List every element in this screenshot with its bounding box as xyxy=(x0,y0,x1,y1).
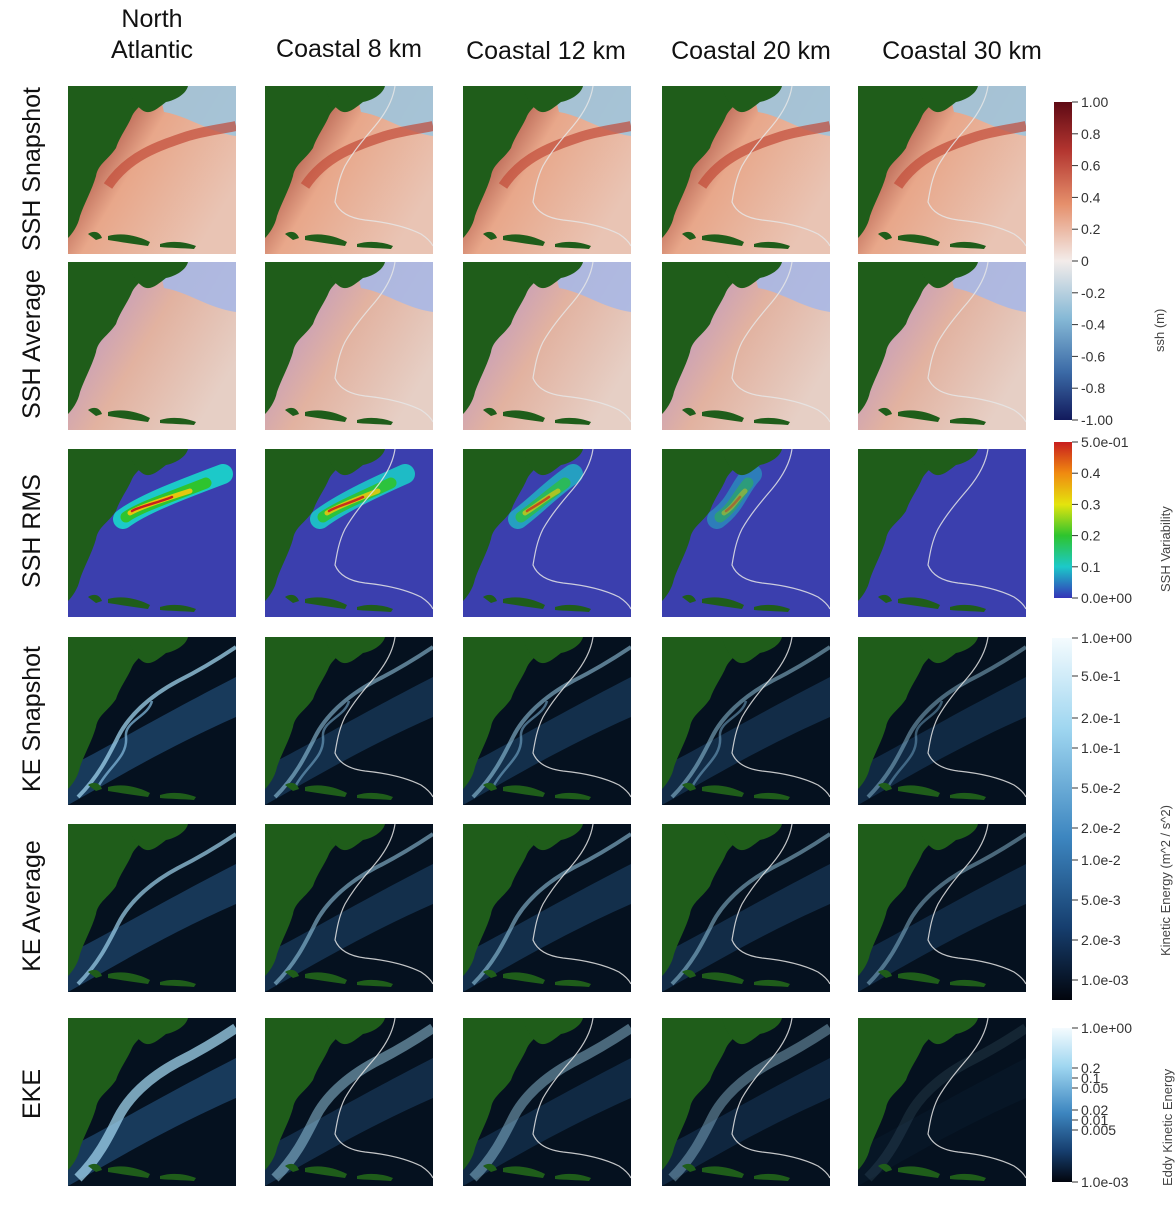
colorbar-eke-tick-label: 1.0e-03 xyxy=(1081,1174,1129,1188)
panel-ke-average-north-atlantic xyxy=(68,824,236,992)
colorbar-ssh-rms: 5.0e-01 0.4 0.3 0.2 0.1 0.0e+00 SSH Variabili… xyxy=(1054,434,1173,606)
colorbar-rms-ramp xyxy=(1054,442,1072,598)
panel-eke-coastal-20km xyxy=(662,1018,830,1186)
panel-ke-average-coastal-30km xyxy=(858,824,1026,992)
row-header-eke: EKE xyxy=(18,1068,46,1120)
colorbar-rms-tick-label: 0.0e+00 xyxy=(1081,590,1132,606)
colorbar-ssh-tick-label: 0 xyxy=(1081,253,1089,269)
colorbar-ke-tick-label: 1.0e+00 xyxy=(1081,630,1132,646)
colorbar-ssh-tick-label: 0.6 xyxy=(1081,158,1101,174)
panel-eke-coastal-30km xyxy=(858,1018,1026,1186)
panel-ke-average-coastal-20km xyxy=(662,824,830,992)
panel-ssh-average-north-atlantic xyxy=(68,262,236,430)
panel-ssh-average-coastal-20km xyxy=(662,262,830,430)
column-header-coastal-30km: Coastal 30 km xyxy=(882,37,1042,65)
colorbar-ke-tick-label: 1.0e-03 xyxy=(1081,972,1129,988)
colorbar-rms-tick-label: 0.2 xyxy=(1081,528,1101,544)
column-header-line-1: North xyxy=(121,5,183,33)
column-header-line-2: Atlantic xyxy=(111,36,193,64)
panel-ssh-snapshot-coastal-20km xyxy=(662,86,830,254)
colorbar-ke-tick-label: 1.0e-1 xyxy=(1081,740,1121,756)
colorbar-eke-tick-label: 0.1 xyxy=(1081,1070,1101,1086)
colorbar-ssh-title: ssh (m) xyxy=(1152,309,1167,352)
panel-ssh-average-coastal-8km xyxy=(265,262,433,430)
panel-ke-snapshot-coastal-30km xyxy=(858,637,1026,805)
column-header-coastal-8km: Coastal 8 km xyxy=(276,35,422,63)
colorbar-eke-tick-label: 0.2 xyxy=(1081,1060,1101,1076)
colorbar-ke-title: Kinetic Energy (m^2 / s^2) xyxy=(1158,805,1173,956)
colorbar-ssh-tick-label: -0.8 xyxy=(1081,380,1105,396)
panel-ke-snapshot-north-atlantic xyxy=(68,637,236,805)
colorbar-ke: 1.0e+00 5.0e-1 2.0e-1 1.0e-1 5.0e-2 2.0e-2 1.0… xyxy=(1052,630,1173,1000)
colorbar-ssh-tick-label: -1.00 xyxy=(1081,412,1113,428)
colorbar-eke-tick-label: 0.005 xyxy=(1081,1122,1116,1138)
colorbar-ke-tick-label: 5.0e-1 xyxy=(1081,668,1121,684)
panel-eke-coastal-12km xyxy=(463,1018,631,1186)
panel-ssh-average-coastal-12km xyxy=(463,262,631,430)
colorbar-rms-tick-label: 0.4 xyxy=(1081,465,1101,481)
colorbar-eke-ramp xyxy=(1052,1028,1072,1182)
colorbar-eke-tick-label: 1.0e+00 xyxy=(1081,1020,1132,1036)
colorbar-eke-tick-label: 0.01 xyxy=(1081,1112,1108,1128)
colorbar-ssh-tick-label: 0.8 xyxy=(1081,126,1101,142)
column-header-coastal-12km: Coastal 12 km xyxy=(466,37,626,65)
colorbar-rms-title: SSH Variability xyxy=(1158,506,1173,592)
column-header-coastal-20km: Coastal 20 km xyxy=(671,37,831,65)
colorbar-ssh-tick-label: -0.6 xyxy=(1081,348,1105,364)
column-header-north-atlantic: North Atlantic xyxy=(47,4,257,66)
panel-ssh-snapshot-coastal-12km xyxy=(463,86,631,254)
colorbar-ke-tick-label: 5.0e-3 xyxy=(1081,892,1121,908)
colorbar-rms-tick-label: 0.1 xyxy=(1081,559,1101,575)
panel-ke-average-coastal-12km xyxy=(463,824,631,992)
panel-ssh-average-coastal-30km xyxy=(858,262,1026,430)
panel-ke-snapshot-coastal-12km xyxy=(463,637,631,805)
colorbar-eke: 1.0e+00 0.20.10.05 0.020.010.005 1.0e-03 Ed… xyxy=(1052,1020,1175,1188)
colorbar-ke-tick-label: 2.0e-1 xyxy=(1081,710,1121,726)
colorbar-eke-tick-label: 0.02 xyxy=(1081,1102,1108,1118)
colorbar-eke-tick-label: 0.05 xyxy=(1081,1080,1108,1096)
colorbar-ssh-tick-label: 0.2 xyxy=(1081,221,1101,237)
panel-ssh-snapshot-coastal-30km xyxy=(858,86,1026,254)
colorbar-ssh-tick-label: 0.4 xyxy=(1081,189,1101,205)
colorbar-rms-tick-label: 0.3 xyxy=(1081,496,1101,512)
colorbar-ssh-tick-label: -0.4 xyxy=(1081,317,1105,333)
panel-ssh-rms-coastal-8km xyxy=(265,449,433,617)
colorbar-rms-tick-label: 5.0e-01 xyxy=(1081,434,1129,450)
panel-ke-average-coastal-8km xyxy=(265,824,433,992)
colorbar-eke-title: Eddy Kinetic Energy xyxy=(1160,1068,1175,1186)
colorbar-ssh-ramp xyxy=(1054,102,1072,420)
panel-ssh-rms-coastal-20km xyxy=(662,449,830,617)
colorbar-ssh: 1.00 0.8 0.6 0.4 0.2 0 -0.2 -0.4 -0.6 -0.8 -1.00 s… xyxy=(1054,94,1167,428)
panel-ssh-rms-coastal-30km xyxy=(858,449,1026,617)
colorbar-ke-tick-label: 2.0e-3 xyxy=(1081,932,1121,948)
colorbar-ssh-tick-label: 1.00 xyxy=(1081,94,1108,110)
colorbar-ke-ramp xyxy=(1052,638,1072,1000)
panel-eke-north-atlantic xyxy=(68,1018,236,1186)
colorbar-ke-tick-label: 5.0e-2 xyxy=(1081,780,1121,796)
panel-ssh-snapshot-north-atlantic xyxy=(68,86,236,254)
panel-ke-snapshot-coastal-8km xyxy=(265,637,433,805)
panel-ssh-rms-coastal-12km xyxy=(463,449,631,617)
panel-ssh-rms-north-atlantic xyxy=(68,449,236,617)
panel-ssh-snapshot-coastal-8km xyxy=(265,86,433,254)
colorbar-ke-tick-label: 2.0e-2 xyxy=(1081,820,1121,836)
panel-ke-snapshot-coastal-20km xyxy=(662,637,830,805)
colorbar-ssh-tick-label: -0.2 xyxy=(1081,285,1105,301)
panel-eke-coastal-8km xyxy=(265,1018,433,1186)
colorbar-ke-tick-label: 1.0e-2 xyxy=(1081,852,1121,868)
